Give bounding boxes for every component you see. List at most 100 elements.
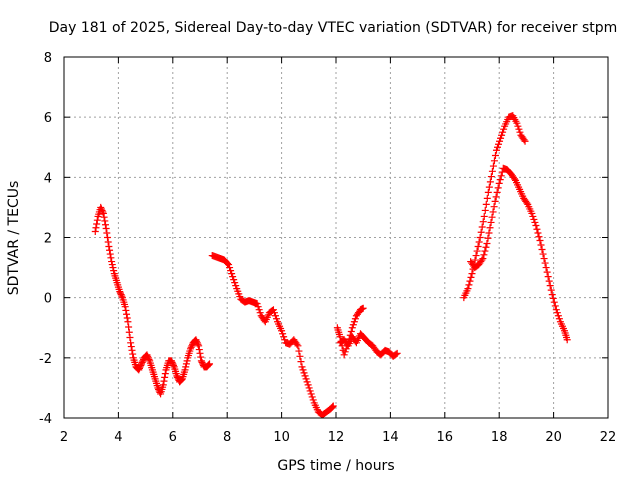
- data-point: [224, 259, 232, 267]
- data-point: [515, 125, 523, 133]
- data-point: [481, 206, 489, 214]
- data-point: [161, 373, 169, 381]
- x-tick-label: 22: [600, 430, 617, 445]
- data-point: [230, 276, 238, 284]
- data-point: [99, 208, 107, 216]
- data-point: [106, 250, 114, 258]
- grid: [64, 57, 608, 418]
- data-point: [532, 221, 540, 229]
- data-point: [550, 298, 558, 306]
- data-point: [297, 358, 305, 366]
- data-point: [161, 370, 169, 378]
- data-point: [124, 318, 132, 326]
- data-point: [127, 343, 135, 351]
- data-point: [350, 318, 358, 326]
- series-segment-5: [460, 112, 529, 302]
- data-point: [270, 309, 278, 317]
- data-point: [139, 357, 147, 365]
- data-point: [484, 234, 492, 242]
- data-point: [520, 136, 528, 144]
- data-point: [328, 403, 336, 411]
- data-point: [187, 343, 195, 351]
- data-point: [226, 264, 234, 272]
- data-point: [529, 212, 537, 220]
- x-tick-label: 16: [437, 430, 454, 445]
- data-point: [485, 229, 493, 237]
- data-point: [521, 137, 529, 145]
- data-point: [108, 258, 116, 266]
- data-point: [97, 203, 105, 211]
- data-point: [193, 339, 201, 347]
- data-point: [480, 212, 488, 220]
- data-point: [464, 285, 472, 293]
- data-point: [181, 366, 189, 374]
- data-point: [516, 128, 524, 136]
- y-tick-label: 4: [44, 171, 52, 186]
- data-point: [135, 366, 143, 374]
- data-point: [123, 310, 131, 318]
- series-segment-6: [467, 164, 571, 344]
- data-point: [513, 119, 521, 127]
- data-point: [198, 358, 206, 366]
- data-point: [549, 294, 557, 302]
- data-point: [123, 314, 131, 322]
- data-point: [531, 218, 539, 226]
- data-point: [107, 254, 115, 262]
- data-point: [99, 209, 107, 217]
- data-point: [197, 357, 205, 365]
- data-point: [547, 286, 555, 294]
- data-point: [487, 173, 495, 181]
- data-point: [301, 372, 309, 380]
- data-point: [548, 291, 556, 299]
- data-point: [349, 321, 357, 329]
- data-point: [195, 342, 203, 350]
- axis-ticks: 2 4 6 8 10 12 14 16 18 20 22 -4 -2 0 2 4 6 8: [39, 51, 616, 445]
- data-point: [92, 224, 100, 232]
- data-point: [482, 243, 490, 251]
- x-axis-label: GPS time / hours: [277, 458, 394, 474]
- data-point: [544, 273, 552, 281]
- data-point: [192, 336, 200, 344]
- data-point: [294, 342, 302, 350]
- data-point: [137, 361, 145, 369]
- chart-title: Day 181 of 2025, Sidereal Day-to-day VTE…: [49, 20, 618, 36]
- data-point: [481, 247, 489, 255]
- data-point: [552, 306, 560, 314]
- data-point: [306, 387, 314, 395]
- data-point: [106, 246, 114, 254]
- data-point: [108, 261, 116, 269]
- data-point: [343, 342, 351, 350]
- data-point: [138, 360, 146, 368]
- data-point: [539, 250, 547, 258]
- data-point: [160, 377, 168, 385]
- data-point: [494, 143, 501, 151]
- data-point: [523, 199, 531, 207]
- data-point: [490, 203, 498, 211]
- data-point: [168, 358, 176, 366]
- data-point: [299, 366, 307, 374]
- data-point: [543, 268, 551, 276]
- data-point: [278, 327, 286, 335]
- data-point: [329, 403, 337, 411]
- x-tick-label: 18: [491, 430, 508, 445]
- data-point: [542, 264, 550, 272]
- data-point: [563, 336, 571, 344]
- data-point: [173, 372, 181, 380]
- data-point: [479, 218, 487, 226]
- data-point: [174, 373, 182, 381]
- data-point: [342, 345, 350, 353]
- data-point: [555, 315, 563, 323]
- data-point: [497, 134, 505, 142]
- y-tick-label: -2: [39, 352, 52, 367]
- data-point: [346, 331, 354, 339]
- data-point: [138, 358, 146, 366]
- data-point: [169, 360, 177, 368]
- data-point: [182, 360, 190, 368]
- data-point: [256, 309, 264, 317]
- data-point: [254, 303, 262, 311]
- data-point: [471, 256, 479, 264]
- data-point: [393, 349, 401, 357]
- data-point: [196, 349, 204, 357]
- data-point: [101, 221, 109, 229]
- data-point: [298, 363, 306, 371]
